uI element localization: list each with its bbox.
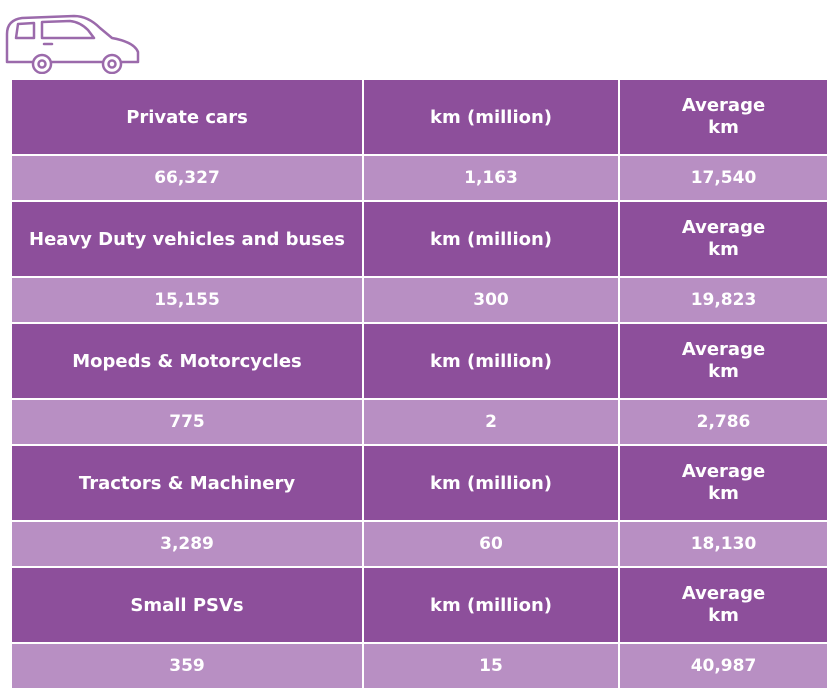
header-cell: km (million)	[362, 322, 620, 400]
header-text: km (million)	[429, 472, 553, 494]
header-cell: Average km	[618, 200, 827, 278]
value-row: 66,327 1,163 17,540	[10, 154, 827, 202]
header-cell: Average km	[618, 322, 827, 400]
header-text: km (million)	[429, 350, 553, 372]
header-cell: Average km	[618, 444, 827, 522]
header-cell: Average km	[618, 566, 827, 644]
value-row: 3,289 60 18,130	[10, 520, 827, 568]
value-cell: 19,823	[618, 276, 827, 324]
header-text: Small PSVs	[130, 594, 244, 616]
header-row: Tractors & Machinery km (million) Average …	[10, 444, 827, 522]
value-row: 15,155 300 19,823	[10, 276, 827, 324]
value-cell: 300	[362, 276, 620, 324]
header-cell: km (million)	[362, 200, 620, 278]
header-cell: km (million)	[362, 78, 620, 156]
header-text: km (million)	[429, 594, 553, 616]
value-cell: 2	[362, 398, 620, 446]
header-text: Mopeds & Motorcycles	[72, 350, 302, 372]
value-cell: 1,163	[362, 154, 620, 202]
value-cell: 3,289	[10, 520, 364, 568]
header-cell: Private cars	[10, 78, 364, 156]
header-text: Average km	[681, 217, 766, 260]
value-cell: 66,327	[10, 154, 364, 202]
header-text: km (million)	[429, 106, 553, 128]
header-row: Heavy Duty vehicles and buses km (million…	[10, 200, 827, 278]
header-text: Average km	[681, 95, 766, 138]
header-cell: km (million)	[362, 566, 620, 644]
header-text: Tractors & Machinery	[78, 472, 296, 494]
vehicle-table: Private cars km (million) Average km 66,327…	[10, 78, 827, 690]
value-cell: 60	[362, 520, 620, 568]
value-cell: 359	[10, 642, 364, 690]
value-cell: 18,130	[618, 520, 827, 568]
header-cell: km (million)	[362, 444, 620, 522]
value-row: 359 15 40,987	[10, 642, 827, 690]
value-cell: 15	[362, 642, 620, 690]
header-text: Average km	[681, 583, 766, 626]
header-row: Private cars km (million) Average km	[10, 78, 827, 156]
header-row: Small PSVs km (million) Average km	[10, 566, 827, 644]
header-text: Private cars	[126, 106, 248, 128]
header-text: Average km	[681, 339, 766, 382]
value-cell: 775	[10, 398, 364, 446]
header-cell: Tractors & Machinery	[10, 444, 364, 522]
header-cell: Average km	[618, 78, 827, 156]
header-text: Heavy Duty vehicles and buses	[29, 228, 345, 250]
car-icon	[5, 14, 140, 74]
header-cell: Mopeds & Motorcycles	[10, 322, 364, 400]
value-cell: 2,786	[618, 398, 827, 446]
value-cell: 15,155	[10, 276, 364, 324]
header-cell: Small PSVs	[10, 566, 364, 644]
value-cell: 17,540	[618, 154, 827, 202]
header-text: Average km	[681, 461, 766, 504]
header-row: Mopeds & Motorcycles km (million) Average …	[10, 322, 827, 400]
header-text: km (million)	[429, 228, 553, 250]
header-cell: Heavy Duty vehicles and buses	[10, 200, 364, 278]
value-cell: 40,987	[618, 642, 827, 690]
value-row: 775 2 2,786	[10, 398, 827, 446]
